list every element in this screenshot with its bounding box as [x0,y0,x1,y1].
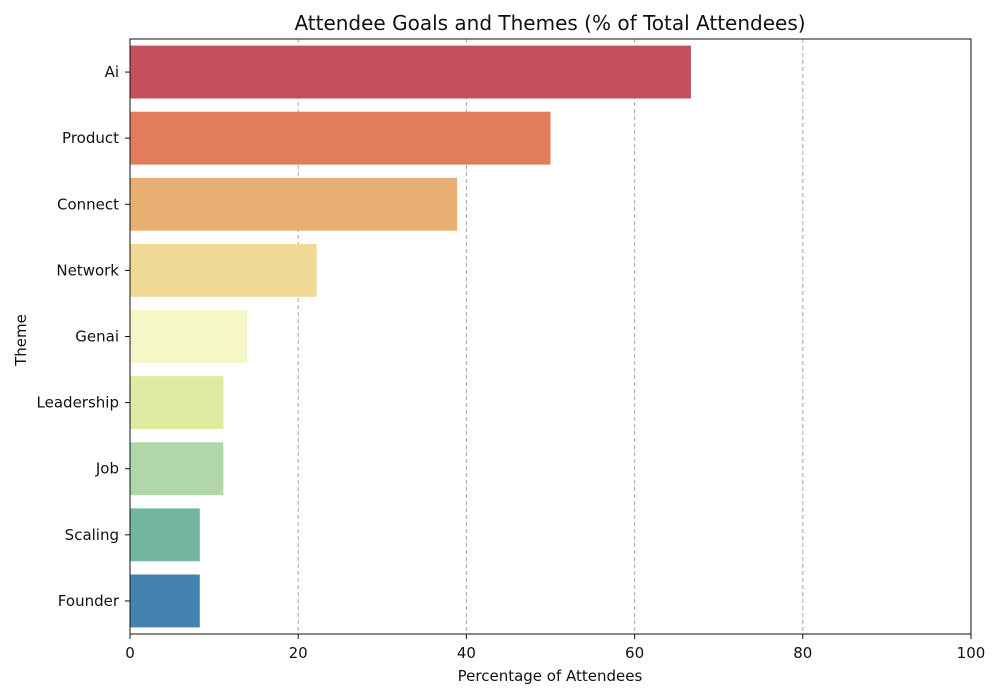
y-axis-ticks: Ai Product Connect Network Genai Leadership Jo… [37,63,130,610]
x-tick-label: 0 [125,644,135,662]
x-axis-label: Percentage of Attendees [458,667,643,685]
x-tick-label: 40 [457,644,476,662]
y-tick-label: Network [56,261,119,279]
y-tick-label: Founder [58,592,120,610]
bar-genai [130,310,247,363]
chart-title: Attendee Goals and Themes (% of Total At… [294,11,805,35]
x-tick-label: 20 [289,644,308,662]
bar-leadership [130,376,224,430]
bar-founder [130,574,200,628]
bar-connect [130,177,458,231]
x-tick-label: 60 [625,644,644,662]
bar-job [130,442,224,496]
bar-ai [130,45,691,99]
y-tick-label: Ai [105,63,119,81]
y-tick-label: Scaling [65,526,119,544]
y-tick-label: Leadership [37,394,119,412]
bars [130,45,691,628]
y-axis-label: Theme [12,314,30,367]
bar-scaling [130,508,200,562]
y-tick-label: Genai [75,328,119,346]
bar-network [130,243,317,297]
bar-product [130,111,551,165]
x-tick-label: 80 [793,644,812,662]
y-tick-label: Job [95,460,119,478]
x-axis-ticks: 0 20 40 60 80 100 [125,634,985,662]
y-tick-label: Connect [57,195,119,213]
x-tick-label: 100 [957,644,986,662]
y-tick-label: Product [62,129,119,147]
